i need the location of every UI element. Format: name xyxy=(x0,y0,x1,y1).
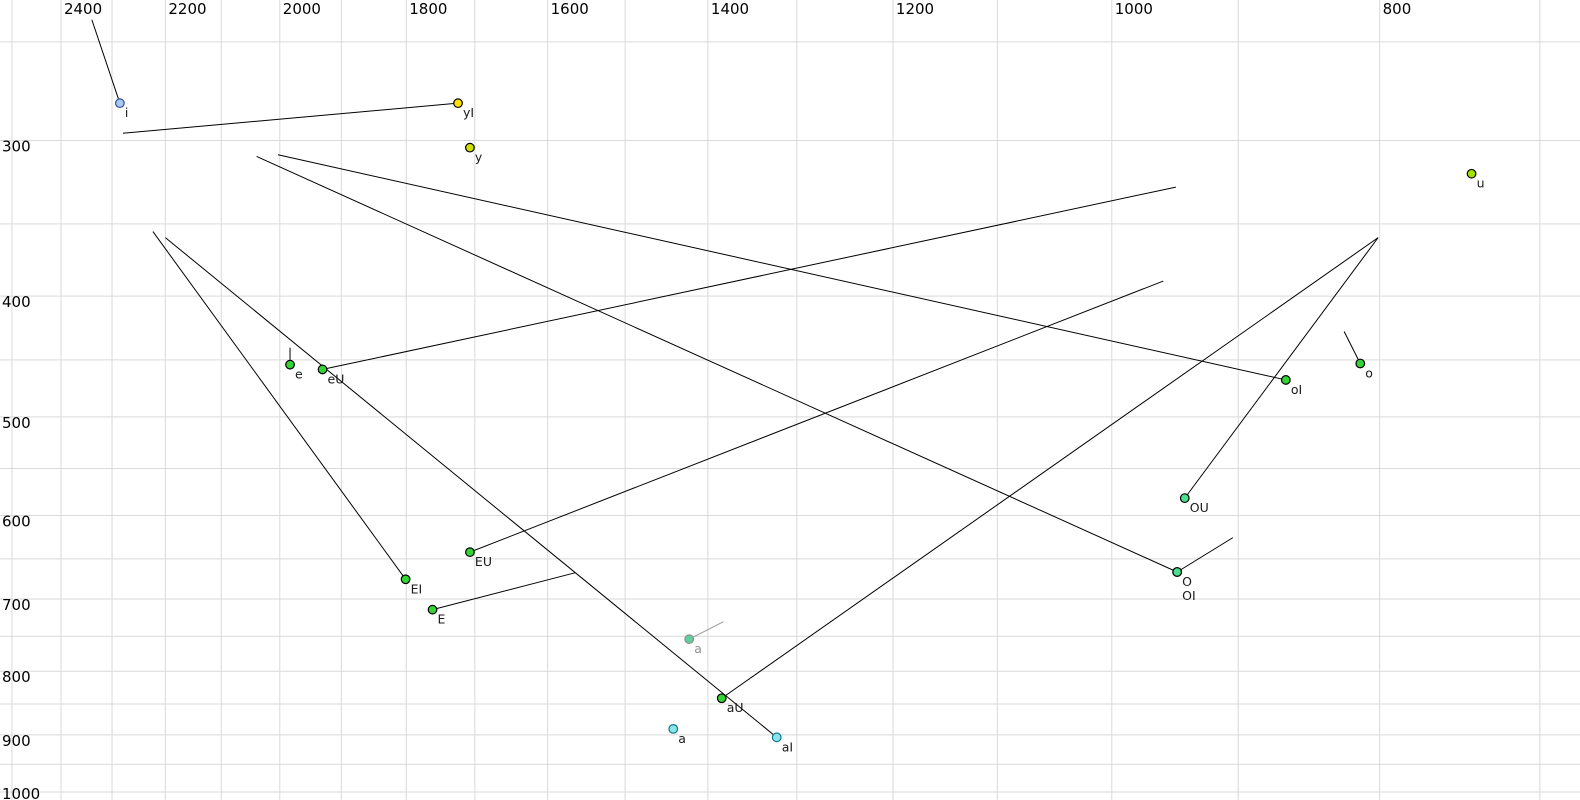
y-tick-label-700: 700 xyxy=(2,596,31,614)
vowel-label-OU: OU xyxy=(1190,500,1209,515)
x-tick-label-1400: 1400 xyxy=(711,0,749,18)
glide-line-aI xyxy=(165,237,778,738)
point-labels-layer: i yI y u e eU o oI OU OOI EU EI Ea aU a aI xyxy=(125,105,1485,754)
y-tick-label-400: 400 xyxy=(2,293,31,311)
vowel-point-a xyxy=(684,634,695,645)
vowel-point-EU xyxy=(465,547,475,558)
vowel-label-oI: oI xyxy=(1291,382,1302,397)
vowel-label-eU: eU xyxy=(328,371,345,386)
vowel-label-a: a xyxy=(678,731,686,746)
glide-line-oI xyxy=(277,154,1286,381)
glide-line-aU xyxy=(721,237,1379,699)
glide-line-E xyxy=(432,572,576,611)
y-tick-label-900: 900 xyxy=(2,732,31,750)
vowel-point-u xyxy=(1466,168,1477,179)
x-tick-label-2200: 2200 xyxy=(168,0,206,18)
vowel-point-yI xyxy=(453,98,463,109)
glide-line-a xyxy=(688,621,724,640)
vowel-label-a: a xyxy=(694,641,702,656)
glide-line-i xyxy=(91,19,121,104)
vowel-label-e: e xyxy=(295,367,303,382)
vowel-point-aI xyxy=(771,732,782,743)
vowel-point-e xyxy=(285,359,295,370)
y-tick-label-1000: 1000 xyxy=(2,785,40,800)
x-tick-label-2400: 2400 xyxy=(64,0,102,18)
vowel-point-eU xyxy=(317,364,328,375)
vowel-label-EI: EI xyxy=(411,581,423,596)
vowel-point-i xyxy=(114,98,125,109)
vowel-label-u: u xyxy=(1477,176,1485,191)
vowel-label-i: i xyxy=(125,105,128,120)
y-tick-label-300: 300 xyxy=(2,137,31,155)
glide-line-EU xyxy=(469,280,1164,553)
vowel-label-aI: aI xyxy=(782,739,793,754)
vowel-point-E xyxy=(427,604,438,615)
vowel-label-yI: yI xyxy=(463,105,474,120)
x-tick-label-1200: 1200 xyxy=(896,0,934,18)
x-tick-label-800: 800 xyxy=(1383,0,1412,18)
glide-line-yI xyxy=(122,102,459,134)
points-layer xyxy=(114,98,1477,743)
vowel-point-oI xyxy=(1280,375,1291,385)
vowel-point-OI xyxy=(1172,567,1183,577)
axis-labels-y: 300 400 500 600 700 800 900 1000 xyxy=(2,137,40,800)
glide-line-OU xyxy=(1184,237,1379,499)
axis-labels-x: 2400 2200 2000 1800 1600 1400 1200 1000 800 xyxy=(64,0,1411,18)
vowel-label-E: E xyxy=(438,612,446,627)
vowel-point-aU xyxy=(716,693,727,704)
x-tick-label-2000: 2000 xyxy=(283,0,321,18)
y-tick-label-800: 800 xyxy=(2,668,31,686)
y-tick-label-600: 600 xyxy=(2,513,31,531)
glide-line-EI xyxy=(152,231,406,580)
vowel-label-o: o xyxy=(1365,365,1373,380)
vowel-point-OU xyxy=(1179,493,1190,504)
vowel-label-aU: aU xyxy=(727,700,744,715)
glide-line-OI xyxy=(256,156,1178,573)
vowel-point-EI xyxy=(400,574,411,585)
x-tick-label-1800: 1800 xyxy=(409,0,447,18)
vowel-point-y xyxy=(465,142,475,153)
vowel-point-o xyxy=(1355,358,1366,369)
glide-line-O xyxy=(1176,537,1234,573)
vowel-label-y: y xyxy=(475,150,483,165)
vowel-point-a xyxy=(668,723,679,734)
glide-line-eU xyxy=(322,186,1176,370)
glide-line-o xyxy=(1343,331,1361,364)
y-tick-label-500: 500 xyxy=(2,414,31,432)
x-tick-label-1600: 1600 xyxy=(551,0,589,18)
x-tick-label-1000: 1000 xyxy=(1115,0,1153,18)
vowel-label-OI: OI xyxy=(1182,588,1196,603)
vowel-label-O: O xyxy=(1182,574,1192,589)
vowel-label-EU: EU xyxy=(475,554,492,569)
trajectory-layer xyxy=(91,19,1379,738)
